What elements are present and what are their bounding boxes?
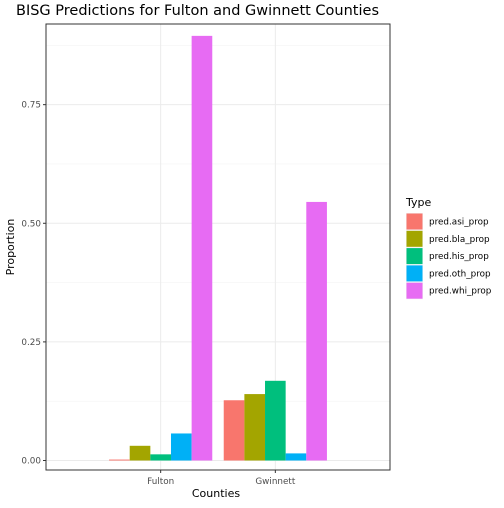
bar-pred-whi-prop-fulton: [191, 35, 213, 461]
panel-background: [46, 24, 390, 470]
legend-swatch: [406, 265, 423, 282]
legend-title: Type: [405, 196, 431, 209]
legend-label: pred.bla_prop: [429, 235, 490, 245]
x-axis-title: Counties: [192, 487, 240, 500]
bar-pred-bla-prop-fulton: [129, 445, 151, 461]
legend-swatch: [406, 213, 423, 230]
bar-pred-his-prop-gwinnett: [265, 380, 286, 461]
legend: Type pred.asi_prop pred.bla_prop pred.his_…: [405, 196, 492, 300]
bar-pred-his-prop-fulton: [150, 454, 171, 461]
axes: 0.00 0.25 0.50 0.75 Fulton Gwinnett: [21, 101, 295, 487]
bar-pred-oth-prop-fulton: [170, 433, 192, 461]
bar-pred-asi-prop-fulton: [109, 459, 130, 461]
y-tick-label: 0.25: [21, 338, 41, 348]
legend-swatch: [406, 248, 423, 265]
bar-pred-whi-prop-gwinnett: [306, 201, 327, 461]
x-tick-label: Fulton: [147, 477, 174, 487]
legend-swatch: [406, 230, 423, 247]
legend-label: pred.asi_prop: [429, 218, 489, 228]
legend-label: pred.oth_prop: [429, 269, 491, 279]
y-tick-label: 0.00: [21, 457, 41, 467]
y-tick-label: 0.75: [21, 101, 41, 111]
y-axis-title: Proportion: [4, 219, 17, 276]
panel-border: [45, 23, 391, 471]
y-tick-label: 0.50: [21, 219, 41, 229]
bar-pred-bla-prop-gwinnett: [244, 394, 266, 461]
legend-swatch: [406, 282, 423, 299]
legend-label: pred.his_prop: [429, 252, 489, 262]
chart-title: BISG Predictions for Fulton and Gwinnett…: [16, 3, 379, 19]
plot-area: [45, 23, 391, 471]
x-tick-label: Gwinnett: [255, 477, 295, 487]
bar-pred-oth-prop-gwinnett: [285, 453, 307, 461]
legend-label: pred.whi_prop: [429, 287, 492, 297]
bar-pred-asi-prop-gwinnett: [223, 400, 245, 461]
